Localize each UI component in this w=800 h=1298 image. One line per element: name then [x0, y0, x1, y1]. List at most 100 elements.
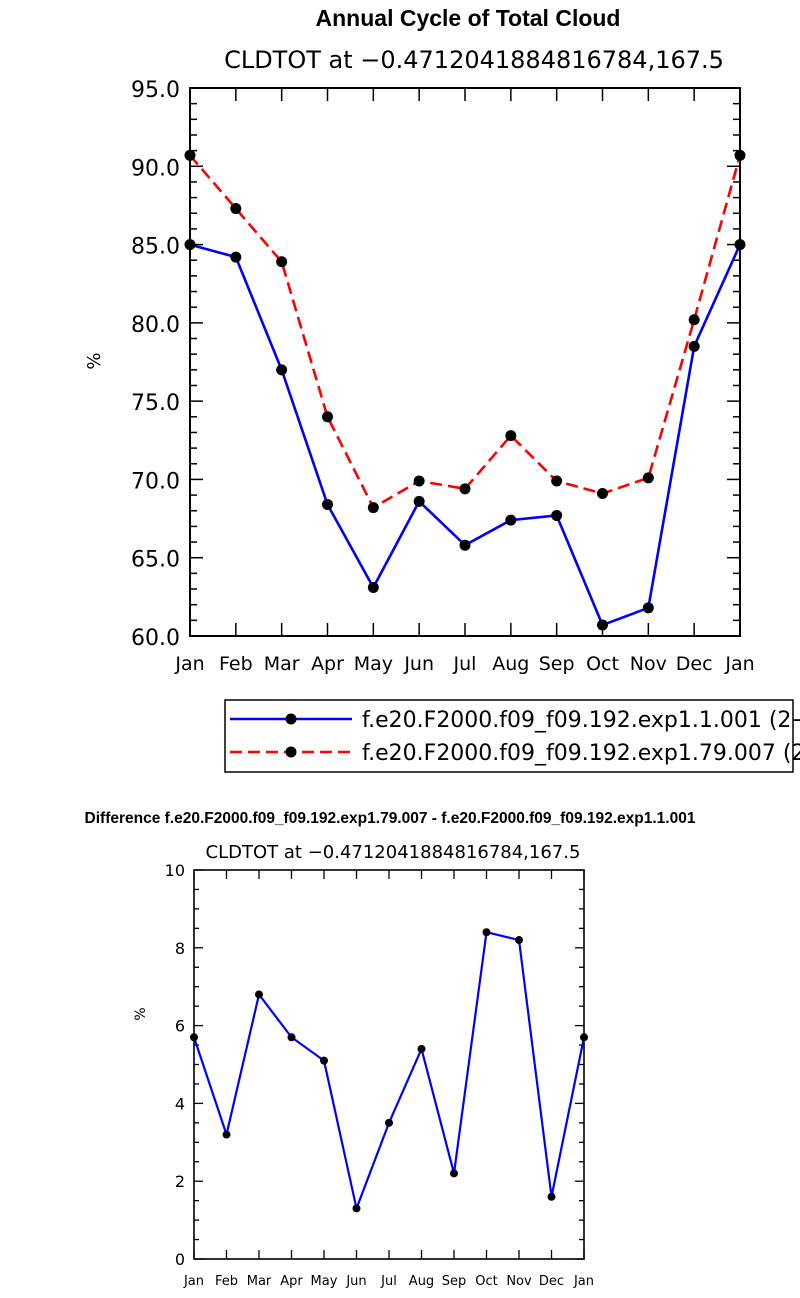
legend-label-series-2: f.e20.F2000.f09_f09.192.exp1.79.007 (2−3… — [362, 741, 800, 766]
chart2-ylabel: % — [133, 1007, 149, 1020]
series-2-point — [459, 483, 471, 495]
series-1-point — [450, 1169, 458, 1178]
y-tick-label: 95.0 — [131, 78, 180, 103]
series-1-point — [367, 581, 379, 593]
series-line-2 — [189, 154, 742, 509]
series-2-point — [734, 149, 746, 161]
x-tick-label: Dec — [676, 653, 713, 675]
y-tick-label: 6 — [175, 1017, 185, 1036]
x-tick-label: Jun — [403, 653, 434, 675]
x-tick-label: Mar — [264, 653, 300, 675]
x-tick-label: Oct — [586, 653, 619, 675]
y-tick-label: 65.0 — [131, 548, 180, 573]
series-2-point — [505, 430, 517, 442]
legend-label-series-1: f.e20.F2000.f09_f09.192.exp1.1.001 (2−30… — [362, 708, 800, 733]
series-1-point — [580, 1033, 588, 1042]
x-tick-label: Jul — [380, 1274, 397, 1289]
x-tick-label: Oct — [475, 1274, 497, 1289]
y-tick-label: 8 — [175, 939, 185, 958]
series-1-point — [385, 1118, 393, 1127]
chart2-series — [190, 928, 588, 1213]
x-tick-label: Sep — [539, 653, 575, 675]
chart1-axes: 60.0 65.0 70.0 75.0 80.0 85.0 90.0 95.0 Jan Feb Ma… — [131, 78, 755, 675]
series-2-point — [642, 472, 654, 484]
series-1-point — [190, 1033, 198, 1042]
y-tick-label: 75.0 — [131, 391, 180, 416]
series-1-point — [287, 1033, 296, 1042]
x-tick-label: Aug — [492, 653, 529, 675]
chart1-title: Annual Cycle of Total Cloud — [316, 5, 621, 31]
x-tick-label: Nov — [630, 653, 667, 675]
series-1-point — [515, 936, 523, 945]
series-2-point — [551, 475, 563, 487]
series-2-point — [184, 149, 196, 161]
series-1-point — [413, 495, 425, 507]
x-tick-label: Mar — [247, 1274, 272, 1289]
series-2-point — [230, 203, 242, 215]
series-1-point — [255, 990, 263, 999]
y-tick-label: 80.0 — [131, 313, 180, 338]
series-1-point — [184, 239, 196, 251]
legend-marker-2 — [285, 746, 297, 758]
series-1-point — [551, 509, 563, 521]
series-2-point — [688, 314, 700, 326]
series-1-point — [230, 251, 242, 263]
series-line-1 — [192, 931, 586, 1210]
y-tick-label: 90.0 — [131, 156, 180, 181]
series-1-point — [505, 514, 517, 526]
chart2-axes: 0 2 4 6 8 10 Jan Feb Mar Apr May Jun Jul Aug Sep Oct Nov… — [165, 861, 594, 1289]
series-1-point — [734, 239, 746, 251]
x-tick-label: Sep — [442, 1274, 467, 1289]
series-1-point — [642, 602, 654, 614]
x-tick-label: Jan — [573, 1274, 594, 1289]
x-tick-label: Jan — [724, 653, 754, 675]
series-1-point — [482, 928, 491, 937]
series-2-point — [597, 488, 608, 500]
x-tick-label: Jun — [345, 1274, 366, 1289]
y-tick-label: 4 — [175, 1094, 185, 1113]
series-1-point — [597, 619, 608, 631]
x-tick-label: Apr — [311, 653, 344, 675]
y-tick-label: 10 — [165, 861, 185, 880]
legend-box — [224, 699, 794, 773]
legend-items — [230, 713, 352, 758]
series-1-point — [547, 1192, 556, 1201]
series-1-point — [222, 1130, 231, 1139]
series-1-point — [459, 539, 471, 551]
series-1-point — [688, 340, 700, 352]
series-1-point — [320, 1056, 328, 1065]
legend-marker-1 — [285, 713, 297, 725]
chart2-frame — [193, 869, 585, 1260]
series-1-point — [417, 1044, 426, 1053]
x-tick-label: Jan — [183, 1274, 204, 1289]
x-tick-label: Nov — [506, 1274, 532, 1289]
x-tick-label: Feb — [215, 1274, 238, 1289]
series-1-point — [276, 364, 288, 376]
y-tick-label: 0 — [175, 1250, 185, 1269]
chart2-subtitle: CLDTOT at −0.4712041884816784,167.5 — [206, 842, 581, 863]
series-2-point — [322, 411, 333, 423]
chart1-subtitle: CLDTOT at −0.4712041884816784,167.5 — [224, 46, 724, 74]
y-tick-label: 85.0 — [131, 235, 180, 260]
x-tick-label: Dec — [539, 1274, 564, 1289]
x-tick-label: Aug — [409, 1274, 434, 1289]
series-2-point — [413, 475, 425, 487]
x-tick-label: May — [311, 1274, 338, 1289]
series-1-point — [322, 498, 333, 510]
x-tick-label: Jan — [174, 653, 204, 675]
chart1-series — [184, 149, 746, 631]
y-tick-label: 70.0 — [131, 469, 180, 494]
x-tick-label: May — [354, 653, 393, 675]
series-line-1 — [189, 243, 742, 627]
x-tick-label: Feb — [219, 653, 253, 675]
x-tick-label: Apr — [280, 1274, 303, 1289]
series-1-point — [352, 1204, 361, 1213]
x-tick-label: Jul — [453, 653, 477, 675]
chart2-title: Difference f.e20.F2000.f09_f09.192.exp1.… — [85, 810, 696, 827]
series-2-point — [367, 502, 379, 514]
series-2-point — [276, 256, 288, 268]
y-tick-label: 2 — [175, 1172, 185, 1191]
y-tick-label: 60.0 — [131, 626, 180, 651]
chart1-ylabel: % — [84, 352, 105, 369]
